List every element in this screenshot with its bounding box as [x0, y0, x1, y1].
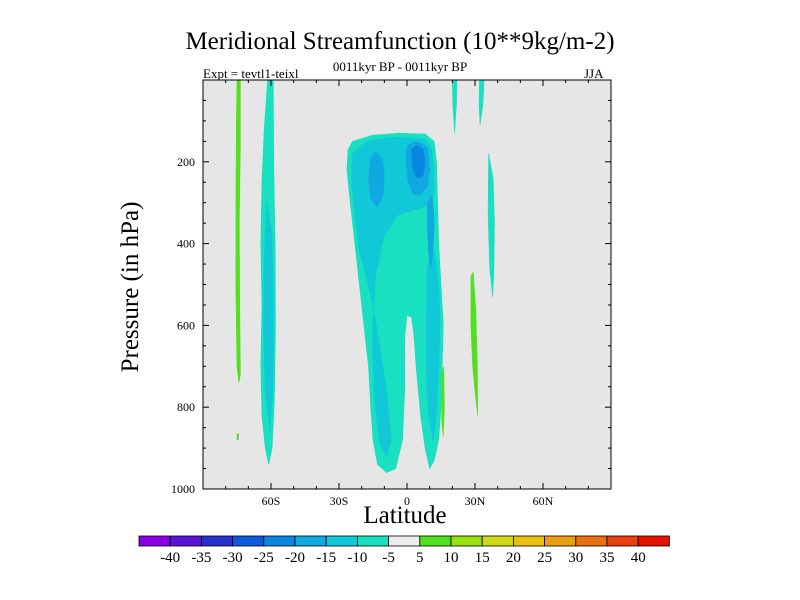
colorbar-swatch [544, 535, 577, 547]
colorbar-swatch [513, 535, 546, 547]
colorbar-swatch [200, 535, 233, 547]
colorbar-swatch [138, 535, 171, 547]
colorbar-label: 10 [444, 550, 459, 566]
colorbar-label: 15 [475, 550, 490, 566]
contour-region-2 [451, 80, 458, 134]
colorbar-label: -10 [347, 550, 367, 566]
colorbar-swatch [388, 535, 421, 547]
colorbar-label: -15 [316, 550, 336, 566]
colorbar-label: -35 [191, 550, 211, 566]
x-tick-label: 60S [262, 494, 281, 508]
y-tick-label: 600 [177, 318, 195, 332]
colorbar-label: 30 [568, 550, 583, 566]
x-axis-label: Latitude [363, 502, 447, 529]
colorbar-swatch [575, 535, 608, 547]
x-tick-label: 30N [465, 494, 486, 508]
colorbar-swatch [169, 535, 202, 547]
colorbar-label: -30 [223, 550, 243, 566]
colorbar-label: -20 [285, 550, 305, 566]
y-tick-label: 200 [177, 155, 195, 169]
x-tick-label: 60N [533, 494, 554, 508]
chart-subtitle-left: Expt = tevtl1-teixl [203, 66, 299, 81]
x-tick-label: 30S [330, 494, 349, 508]
colorbar-swatch [294, 535, 327, 547]
contour-region-10 [427, 194, 435, 269]
colorbar-label: 25 [537, 550, 552, 566]
colorbar-swatch [450, 535, 483, 547]
chart-title: Meridional Streamfunction (10**9kg/m-2) [185, 28, 615, 55]
contour-region-13 [236, 433, 239, 441]
y-tick-label: 1000 [171, 482, 195, 496]
contour-region-15 [441, 365, 445, 437]
colorbar-swatch [232, 535, 265, 547]
contour-region-3 [478, 80, 485, 126]
chart-subtitle-right: JJA [584, 66, 604, 81]
y-tick-label: 400 [177, 237, 195, 251]
contour-region-14 [470, 271, 479, 416]
colorbar-swatch [606, 535, 639, 547]
contour-region-4 [487, 153, 495, 298]
colorbar-swatch [356, 535, 389, 547]
y-tick-label: 800 [177, 400, 195, 414]
colorbar-label: -5 [382, 550, 395, 566]
contour-region-11 [411, 145, 426, 179]
colorbar-label: 35 [600, 550, 615, 566]
contour-region-6 [351, 137, 435, 457]
colorbar-label: 40 [631, 550, 646, 566]
colorbar-swatch [637, 535, 670, 547]
colorbar-swatch [419, 535, 452, 547]
colorbar-swatch [325, 535, 358, 547]
colorbar-label: 20 [506, 550, 521, 566]
colorbar-label: -40 [160, 550, 180, 566]
contour-region-7 [425, 251, 441, 441]
contour-region-5 [263, 202, 274, 433]
colorbar-label: 5 [416, 550, 424, 566]
colorbar-swatch [263, 535, 296, 547]
colorbar-label: -25 [254, 550, 274, 566]
contour-group [235, 80, 495, 473]
contour-region-8 [368, 151, 385, 208]
colorbar-swatch [481, 535, 514, 547]
chart-subtitle-center: 0011kyr BP - 0011kyr BP [332, 59, 468, 74]
contour-region-12 [235, 80, 241, 384]
x-tick-label: 0 [404, 494, 410, 508]
